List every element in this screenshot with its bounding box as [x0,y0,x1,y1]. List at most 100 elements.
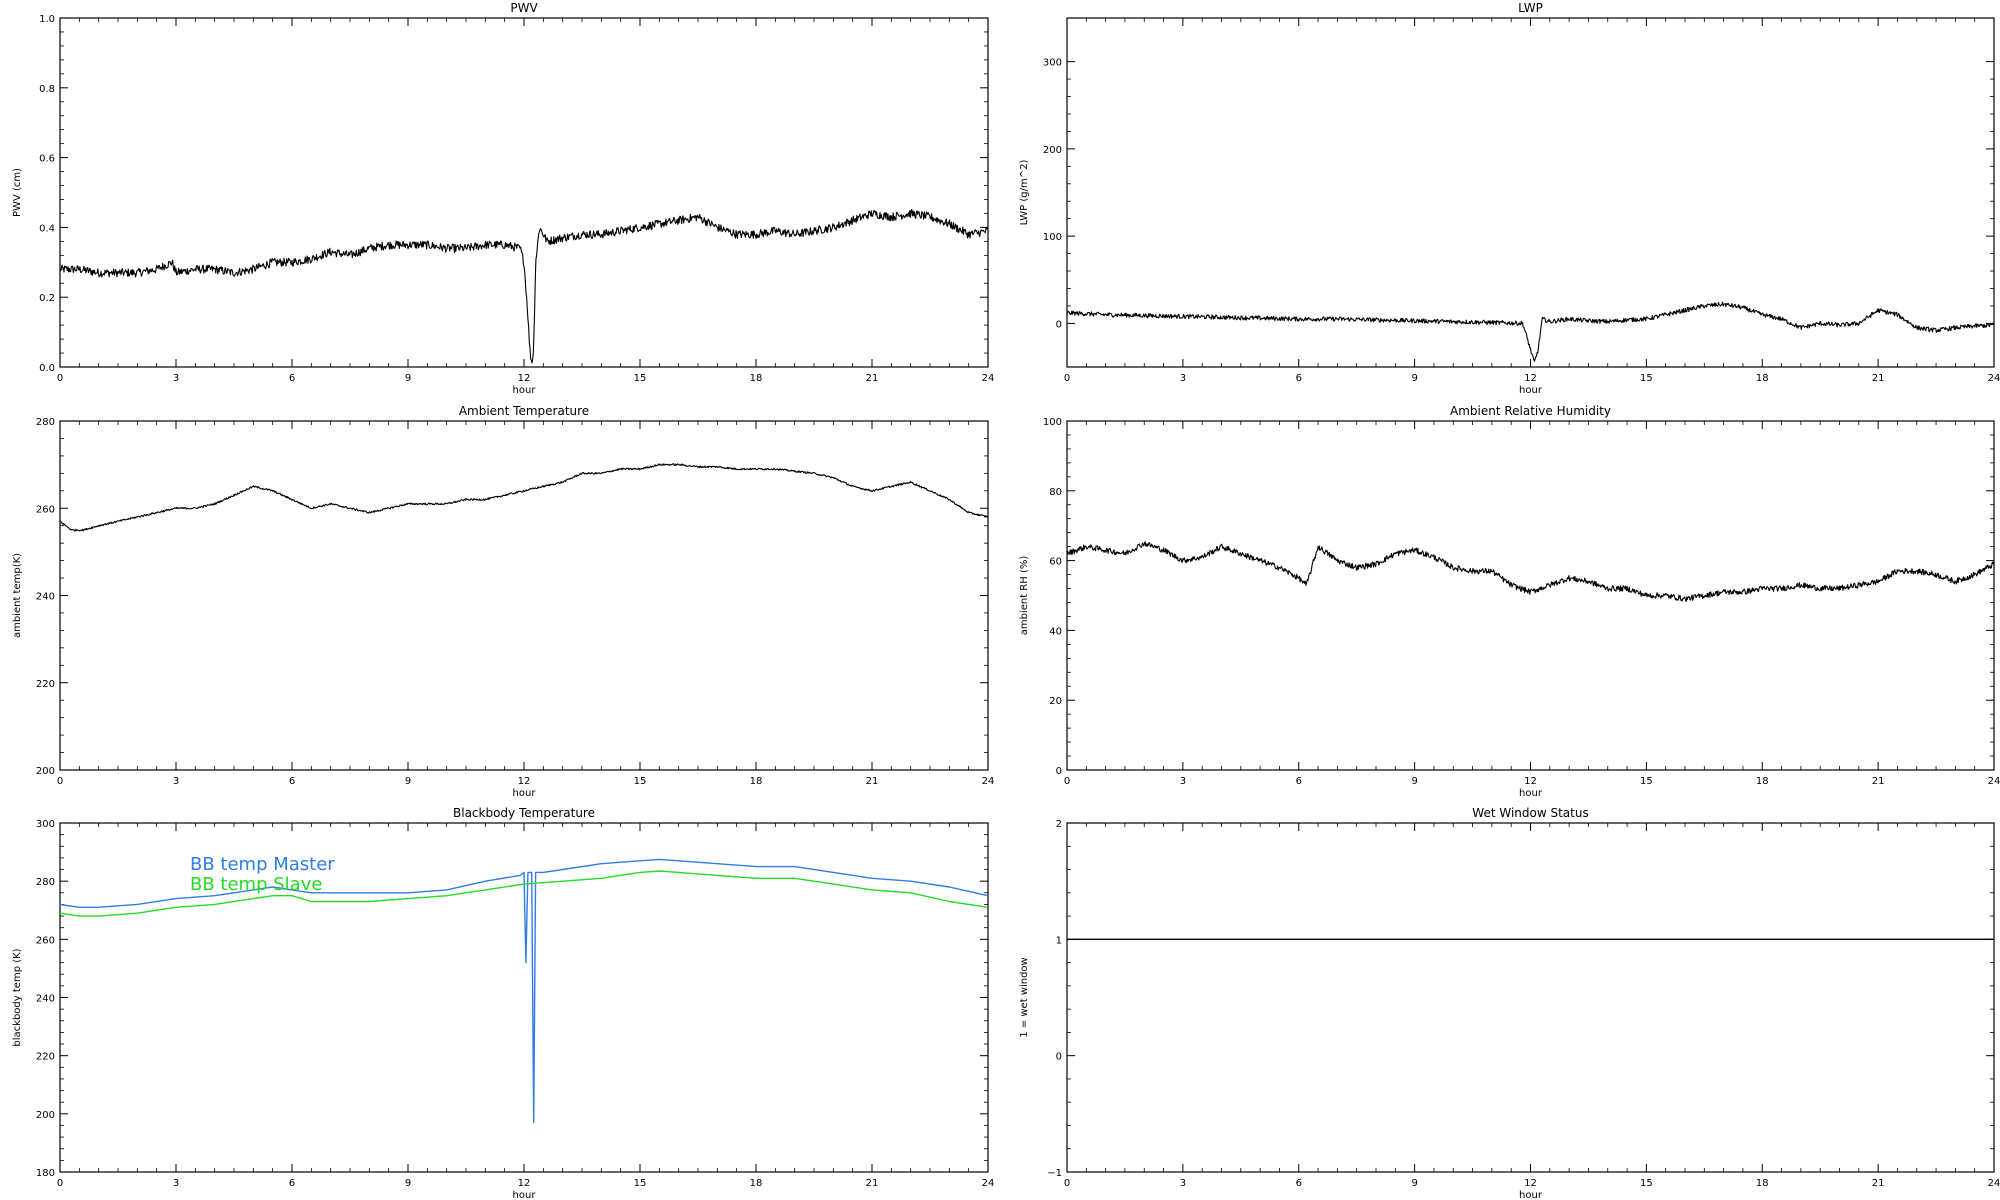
x-tick-label: 12 [1524,776,1537,787]
x-tick-label: 0 [57,776,63,787]
plot-frame [59,420,989,771]
series-line-series-1 [1066,301,1995,362]
x-tick-label: 21 [866,776,879,787]
x-tick-label: 21 [1872,1178,1885,1189]
chart-panel-1: PWV hour PWV (cm) 0 3 6 9 12 15 18 21 24 0.0 0.2 0.4 0.… [12,1,994,396]
x-axis-label: hour [1519,1190,1543,1200]
x-tick-label: 12 [1524,373,1537,384]
x-tick-label: 24 [982,776,995,787]
x-tick-label: 12 [1524,1178,1537,1189]
series-line-bb-temp-slave [59,870,989,917]
y-tick-label: 260 [36,935,55,946]
y-tick-label: 60 [1049,557,1062,568]
x-tick-label: 6 [1296,373,1302,384]
x-tick-label: 18 [1756,776,1769,787]
y-axis-label: blackbody temp (K) [12,948,23,1046]
x-tick-label: 24 [1988,373,2000,384]
x-tick-label: 24 [982,1178,995,1189]
x-axis-label: hour [513,385,537,396]
x-tick-label: 15 [1640,373,1653,384]
x-tick-label: 9 [1411,776,1417,787]
x-tick-label: 6 [289,373,295,384]
x-tick-label: 15 [634,373,647,384]
x-tick-label: 9 [405,1178,411,1189]
y-tick-label: 100 [1043,417,1062,428]
y-tick-label: 1 [1056,935,1062,946]
x-axis-label: hour [1519,788,1543,799]
y-tick-label: 220 [36,1052,55,1063]
x-tick-label: 3 [1180,1178,1186,1189]
y-tick-label: 0 [1056,1052,1062,1063]
y-tick-label: 200 [1043,145,1062,156]
y-axis-label: ambient RH (%) [1019,556,1030,636]
plot-frame [1066,17,1995,368]
series-line-series-1 [1066,541,1995,603]
plot-frame [59,17,989,368]
x-tick-label: 9 [405,776,411,787]
y-tick-label: 0.6 [39,154,55,165]
y-axis-label: 1 = wet window [1019,957,1030,1037]
x-tick-label: 6 [289,776,295,787]
x-tick-label: 21 [1872,373,1885,384]
x-tick-label: 12 [518,776,531,787]
x-tick-label: 0 [57,1178,63,1189]
y-tick-label: −1 [1047,1168,1062,1179]
chart-panel-3: Ambient Temperature hour ambient temp(K) 0 3… [12,404,994,799]
plot-frame [1066,822,1995,1173]
y-tick-label: 1.0 [39,14,55,25]
chart-panel-2: LWP hour LWP (g/m^2) 0 3 6 9 12 15 18 21 24 0 100 200 3… [1019,1,2000,396]
series-line-series-1 [59,209,989,364]
y-tick-label: 20 [1049,696,1062,707]
chart-title: LWP [1518,1,1543,15]
y-axis-label: PWV (cm) [12,168,23,217]
y-tick-label: 0 [1056,766,1062,777]
x-tick-label: 15 [634,1178,647,1189]
y-tick-label: 100 [1043,232,1062,243]
x-tick-label: 15 [1640,776,1653,787]
y-tick-label: 200 [36,1110,55,1121]
y-tick-label: 200 [36,766,55,777]
x-tick-label: 9 [1411,373,1417,384]
y-tick-label: 300 [1043,58,1062,69]
y-axis-label: ambient temp(K) [12,553,23,638]
x-tick-label: 0 [1064,1178,1070,1189]
chart-title: Ambient Temperature [459,404,589,418]
legend-entry-bb-temp-slave: BB temp Slave [190,874,322,895]
y-tick-label: 180 [36,1168,55,1179]
x-tick-label: 12 [518,1178,531,1189]
legend-entry-bb-temp-master: BB temp Master [190,854,335,875]
x-tick-label: 9 [1411,1178,1417,1189]
x-tick-label: 9 [405,373,411,384]
y-tick-label: 80 [1049,487,1062,498]
x-tick-label: 6 [289,1178,295,1189]
x-tick-label: 18 [1756,373,1769,384]
y-tick-label: 0.8 [39,84,55,95]
x-tick-label: 18 [750,776,763,787]
plot-frame [1066,420,1995,771]
x-tick-label: 12 [518,373,531,384]
y-tick-label: 300 [36,819,55,830]
x-tick-label: 0 [1064,776,1070,787]
chart-title: Wet Window Status [1472,806,1588,820]
x-tick-label: 15 [1640,1178,1653,1189]
chart-title: Ambient Relative Humidity [1450,404,1611,418]
x-tick-label: 24 [1988,776,2000,787]
y-tick-label: 240 [36,994,55,1005]
x-tick-label: 6 [1296,776,1302,787]
x-tick-label: 18 [750,1178,763,1189]
series-line-series-1 [59,463,989,532]
x-tick-label: 24 [1988,1178,2000,1189]
x-tick-label: 3 [173,1178,179,1189]
chart-panel-6: Wet Window Status hour 1 = wet window 0 3 6 9 1… [1019,806,2000,1200]
x-tick-label: 3 [1180,373,1186,384]
x-axis-label: hour [513,1190,537,1200]
x-tick-label: 21 [866,1178,879,1189]
x-axis-label: hour [513,788,537,799]
y-tick-label: 280 [36,877,55,888]
y-tick-label: 0.0 [39,363,55,374]
chart-panel-4: Ambient Relative Humidity hour ambient RH … [1019,404,2000,799]
y-tick-label: 220 [36,679,55,690]
chart-panel-5: Blackbody Temperature hour blackbody temp … [12,806,994,1200]
y-tick-label: 2 [1056,819,1062,830]
y-tick-label: 0 [1056,319,1062,330]
